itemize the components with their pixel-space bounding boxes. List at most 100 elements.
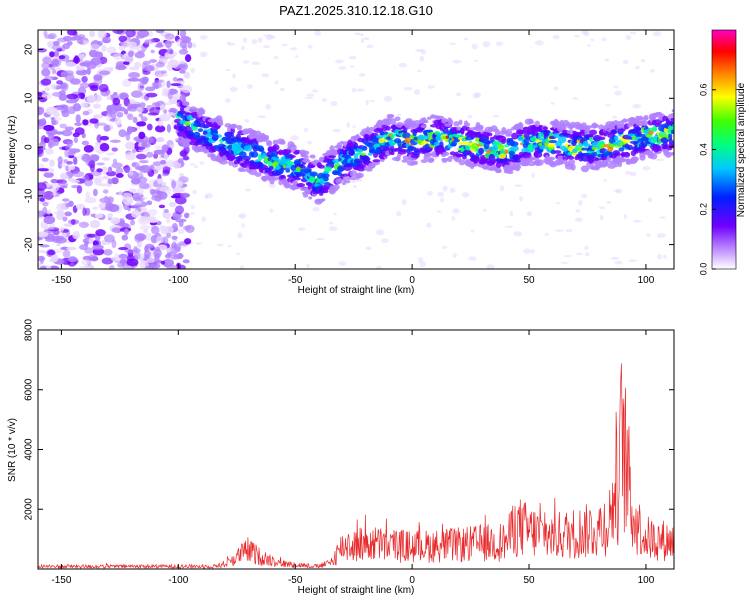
spectrogram-cell — [138, 160, 149, 164]
spectrogram-cell — [629, 171, 637, 176]
spectrogram-cell — [101, 166, 108, 175]
spectrogram-cell — [401, 199, 407, 206]
spectrogram-cell — [513, 231, 523, 237]
spectrogram-cell — [442, 245, 448, 250]
spectrogram-cell — [188, 212, 196, 215]
spectrogram-cell — [240, 45, 245, 50]
spectrogram-cell — [58, 55, 66, 60]
spectrogram-cell — [178, 48, 189, 55]
spectrogram-cell — [560, 261, 569, 264]
spectrogram-cell — [349, 149, 355, 156]
spectrogram-cell — [73, 156, 78, 165]
spectrogram-cell — [338, 261, 347, 266]
spectrogram-cell — [164, 33, 175, 40]
spectrogram-cell — [160, 260, 166, 265]
spectrogram-cell — [174, 205, 184, 215]
spectrogram-cell — [73, 136, 79, 144]
spectrogram-cell — [136, 146, 146, 150]
spectrogram-cell — [613, 152, 622, 157]
spectrogram-cell — [623, 214, 627, 219]
spectrogram-cell — [80, 259, 91, 266]
spectrogram-cell — [181, 96, 187, 102]
spectrogram-cell — [111, 239, 117, 249]
spectrogram-cell — [328, 226, 338, 232]
spectrogram-cell — [48, 265, 60, 269]
spectrogram-cell — [355, 172, 364, 179]
spectrogram-cell — [151, 102, 161, 107]
spectrogram-cell — [655, 158, 665, 161]
spectrogram-cell — [585, 252, 590, 257]
spectrogram-cell — [61, 129, 73, 137]
spectrogram-cell — [128, 171, 134, 176]
spectrogram-cell — [365, 246, 372, 251]
spectrogram-cell — [156, 73, 169, 77]
spectrogram-cell — [53, 117, 62, 121]
spectrogram-cell — [440, 197, 445, 203]
spectrogram-cell — [106, 152, 116, 156]
spectrogram-cell — [164, 152, 169, 161]
x-tick-label: -50 — [288, 275, 303, 286]
spectrogram-cell — [133, 246, 139, 253]
spectrogram-cell — [622, 139, 631, 144]
spectrogram-cell — [141, 78, 148, 85]
spectrogram-cell — [308, 196, 313, 200]
spectrogram-cell — [264, 134, 270, 141]
spectrogram-cell — [523, 152, 529, 159]
spectrogram-cell — [460, 127, 465, 135]
spectrogram-cell — [378, 138, 385, 144]
spectrogram-y-ticks: -20 -10 0 10 20 — [24, 44, 674, 252]
spectrogram-cell — [266, 140, 273, 147]
spectrogram-cell — [304, 154, 309, 160]
spectrogram-cell — [574, 34, 581, 38]
spectrogram-cell — [346, 122, 351, 128]
spectrogram-cell — [140, 253, 145, 260]
spectrogram-cell — [543, 129, 551, 136]
spectrogram-cell — [190, 67, 196, 74]
spectrogram-cell — [134, 51, 145, 59]
spectrogram-cell — [417, 69, 422, 73]
spectrogram-cell — [366, 44, 374, 49]
spectrogram-cell — [154, 145, 162, 149]
spectrogram-cell — [161, 87, 171, 94]
spectrogram-cell — [320, 198, 326, 202]
spectrogram-cell — [46, 209, 52, 215]
spectrogram-cell — [482, 41, 491, 48]
spectrogram-cell — [224, 98, 231, 103]
spectrogram-cell — [127, 50, 134, 58]
spectrogram-cell — [452, 253, 457, 258]
spectrogram-cell — [403, 87, 413, 91]
spectrogram-cell — [398, 148, 408, 153]
spectrogram-cell — [442, 185, 448, 192]
spectrogram-cell — [164, 225, 174, 234]
spectrogram-cell — [314, 30, 321, 36]
spectrogram-cell — [44, 92, 52, 100]
spectrogram-cell — [634, 65, 640, 70]
spectrogram-cell — [601, 37, 607, 42]
spectrogram-cell — [230, 124, 236, 130]
x-tick-label: -100 — [168, 275, 188, 286]
spectrogram-cell — [41, 62, 50, 70]
spectrogram-cell — [134, 234, 143, 243]
spectrogram-cell — [530, 249, 535, 254]
spectrogram-cell — [526, 211, 533, 217]
spectrogram-cell — [169, 144, 175, 148]
spectrogram-cell — [68, 165, 75, 171]
spectrogram-cell — [164, 101, 173, 106]
spectrogram-cell — [594, 136, 601, 142]
spectrogram-cell — [235, 252, 241, 256]
spectrogram-cell — [478, 147, 485, 155]
spectrogram-cell — [550, 101, 555, 105]
spectrogram-cell — [632, 103, 642, 109]
spectrogram-cell — [552, 34, 560, 40]
spectrogram-cell — [63, 223, 74, 227]
spectrogram-cell — [575, 217, 583, 222]
y-tick-label: 6000 — [24, 378, 35, 401]
spectrogram-cell — [107, 166, 113, 173]
spectrogram-cell — [295, 55, 299, 58]
spectrogram-cell — [473, 59, 478, 62]
spectrogram-cell — [57, 104, 69, 110]
spectrogram-cell — [376, 265, 382, 269]
spectrogram-cell — [511, 132, 519, 140]
spectrogram-cell — [118, 190, 123, 196]
spectrogram-cell — [62, 249, 71, 259]
